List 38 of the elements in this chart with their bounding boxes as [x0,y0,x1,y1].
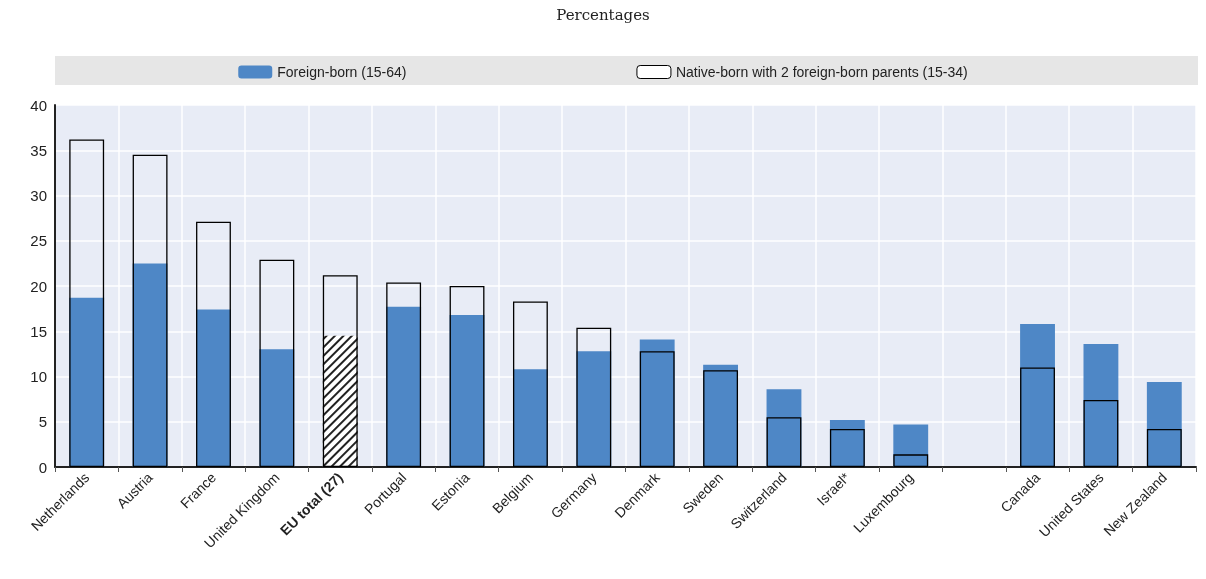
y-tick-label: 5 [38,413,47,431]
bar [512,369,548,467]
y-tick-label: 40 [30,96,47,114]
bar [132,154,168,467]
y-tick-label: 25 [30,232,47,250]
bar [322,275,358,467]
bar [69,297,105,467]
y-tick-label: 20 [30,277,47,295]
bar [1146,428,1182,467]
bar [196,309,231,467]
bar [1020,324,1055,467]
bar [259,349,295,467]
y-tick-label: 30 [30,187,47,204]
bar [1020,367,1055,467]
bar [449,314,485,467]
bar [893,424,929,467]
chart-subtitle: Percentages [556,5,650,24]
y-tick-label: 15 [30,322,47,340]
bar [196,221,231,467]
bar [576,327,612,467]
bar [259,259,295,467]
bar [893,454,929,467]
y-tick-label: 35 [30,141,47,159]
bar [69,139,105,467]
bar [1083,400,1119,467]
y-tick-label: 10 [30,368,47,385]
bar [1083,343,1119,467]
bar [829,428,865,467]
y-tick-label: 0 [38,458,47,476]
bar [766,417,802,467]
legend-label: Native-born with 2 foreign-born parents (15-34) [675,64,968,80]
bar [576,351,612,467]
bar [512,301,548,467]
legend-label: Foreign-born (15-64) [277,64,407,80]
bar [766,389,802,467]
bar [1146,381,1182,467]
bar [449,286,485,467]
bar [132,263,168,467]
